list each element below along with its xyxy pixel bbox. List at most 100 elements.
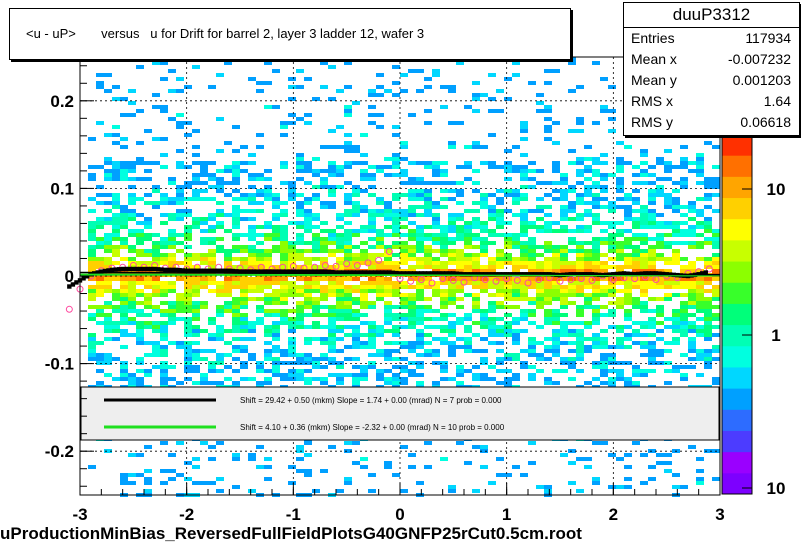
heat-cell bbox=[296, 257, 304, 261]
heat-cell bbox=[192, 329, 200, 333]
heat-cell bbox=[208, 265, 216, 269]
heat-cell bbox=[160, 321, 168, 325]
heat-cell bbox=[648, 297, 656, 301]
heat-cell bbox=[352, 325, 360, 329]
heat-cell bbox=[368, 345, 376, 349]
heat-cell bbox=[656, 353, 664, 357]
profile-point-black bbox=[156, 267, 161, 272]
heat-cell bbox=[664, 281, 672, 285]
heat-cell bbox=[160, 241, 168, 245]
heat-cell bbox=[440, 265, 448, 269]
heat-cell bbox=[440, 173, 448, 177]
heat-cell bbox=[504, 333, 512, 337]
heat-cell bbox=[464, 229, 472, 233]
heat-cell bbox=[496, 293, 504, 297]
heat-cell bbox=[304, 209, 312, 213]
heat-cell bbox=[704, 265, 712, 269]
heat-cell bbox=[360, 189, 368, 193]
heat-cell bbox=[528, 277, 536, 281]
heat-cell bbox=[320, 337, 328, 341]
heat-cell bbox=[200, 381, 208, 385]
heat-cell bbox=[176, 261, 184, 265]
heat-cell bbox=[176, 113, 184, 117]
heat-cell bbox=[88, 269, 96, 273]
heat-cell bbox=[552, 161, 560, 165]
heat-cell bbox=[128, 165, 136, 169]
profile-point-black bbox=[365, 270, 371, 275]
heat-cell bbox=[544, 293, 552, 297]
heat-cell bbox=[112, 309, 120, 313]
heat-cell bbox=[392, 265, 400, 269]
heat-cell bbox=[704, 229, 712, 233]
heat-cell bbox=[296, 253, 304, 257]
heat-cell bbox=[608, 225, 616, 229]
heat-cell bbox=[632, 233, 640, 237]
heat-cell bbox=[672, 337, 680, 341]
heat-cell bbox=[496, 265, 504, 269]
heat-cell bbox=[392, 229, 400, 233]
heat-cell bbox=[416, 205, 424, 209]
heat-cell bbox=[344, 61, 352, 65]
heat-cell bbox=[96, 237, 104, 241]
heat-cell bbox=[456, 237, 464, 241]
heat-cell bbox=[400, 445, 408, 449]
heat-cell bbox=[672, 485, 680, 489]
heat-cell bbox=[136, 329, 144, 333]
heat-cell bbox=[528, 225, 536, 229]
heat-cell bbox=[112, 141, 120, 145]
heat-cell bbox=[328, 249, 336, 253]
heat-cell bbox=[232, 181, 240, 185]
heat-cell bbox=[392, 261, 400, 265]
heat-cell bbox=[640, 373, 648, 377]
profile-point-black bbox=[255, 269, 260, 274]
palette-cell bbox=[722, 261, 752, 283]
heat-cell bbox=[120, 285, 128, 289]
heat-cell bbox=[536, 285, 544, 289]
heat-cell bbox=[400, 269, 408, 273]
heat-cell bbox=[672, 369, 680, 373]
heat-cell bbox=[120, 225, 128, 229]
heat-cell bbox=[272, 229, 280, 233]
heat-cell bbox=[280, 257, 288, 261]
heat-cell bbox=[344, 317, 352, 321]
heat-cell bbox=[112, 249, 120, 253]
heat-cell bbox=[400, 293, 408, 297]
heat-cell bbox=[360, 457, 368, 461]
heat-cell bbox=[576, 261, 584, 265]
heat-cell bbox=[392, 133, 400, 137]
heat-cell bbox=[320, 85, 328, 89]
heat-cell bbox=[624, 345, 632, 349]
heat-cell bbox=[384, 329, 392, 333]
heat-cell bbox=[200, 237, 208, 241]
heat-cell bbox=[96, 261, 104, 265]
heat-cell bbox=[320, 245, 328, 249]
heat-cell bbox=[512, 317, 520, 321]
heat-cell bbox=[288, 325, 296, 329]
heat-cell bbox=[456, 121, 464, 125]
heat-cell bbox=[656, 313, 664, 317]
heat-cell bbox=[336, 365, 344, 369]
heat-cell bbox=[432, 309, 440, 313]
heat-cell bbox=[104, 193, 112, 197]
profile-point-black bbox=[248, 269, 253, 274]
heat-cell bbox=[608, 361, 616, 365]
heat-cell bbox=[296, 169, 304, 173]
heat-cell bbox=[312, 337, 320, 341]
heat-cell bbox=[88, 197, 96, 201]
heat-cell bbox=[328, 201, 336, 205]
profile-point-black bbox=[198, 268, 204, 273]
profile-point-open bbox=[652, 276, 660, 284]
heat-cell bbox=[424, 193, 432, 197]
heat-cell bbox=[632, 321, 640, 325]
heat-cell bbox=[400, 285, 408, 289]
heat-cell bbox=[88, 265, 96, 269]
heat-cell bbox=[312, 197, 320, 201]
heat-cell bbox=[160, 373, 168, 377]
heat-cell bbox=[528, 237, 536, 241]
heat-cell bbox=[696, 173, 704, 177]
heat-cell bbox=[600, 369, 608, 373]
heat-cell bbox=[648, 285, 656, 289]
heat-cell bbox=[328, 205, 336, 209]
heat-cell bbox=[160, 165, 168, 169]
heat-cell bbox=[248, 257, 256, 261]
